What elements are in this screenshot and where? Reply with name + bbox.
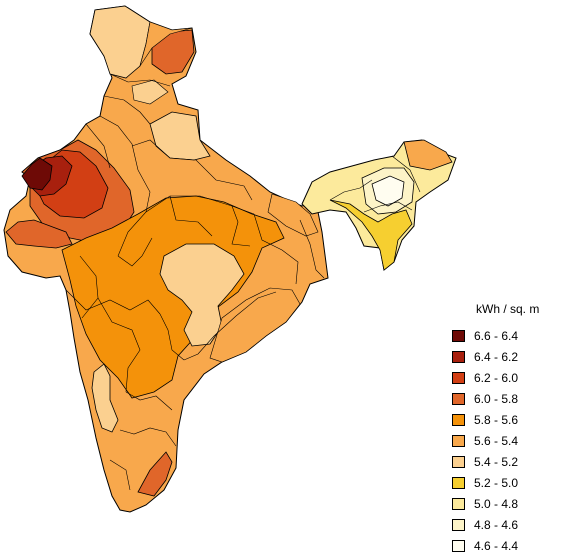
legend-swatch xyxy=(452,434,465,447)
kashmir-light xyxy=(89,5,151,79)
legend-swatch xyxy=(452,518,465,531)
legend-swatch xyxy=(452,476,465,489)
legend-item: 5.0 - 4.8 xyxy=(452,493,570,514)
legend-label: 5.2 - 5.0 xyxy=(474,475,519,490)
mp-light xyxy=(159,243,245,347)
legend-item: 4.8 - 4.6 xyxy=(452,514,570,535)
legend-item: 5.4 - 5.2 xyxy=(452,451,570,472)
state-boundaries xyxy=(65,73,421,491)
legend-title: kWh / sq. m xyxy=(476,302,540,316)
rajasthan-maroon xyxy=(21,157,53,191)
legend-label: 6.0 - 5.8 xyxy=(474,391,519,406)
ladakh-band xyxy=(139,21,193,67)
legend-label: 6.4 - 6.2 xyxy=(474,349,519,364)
legend-label: 6.6 - 6.4 xyxy=(474,328,519,343)
ne-orange xyxy=(403,139,453,171)
bengal-band xyxy=(267,193,319,237)
legend-swatch xyxy=(452,350,465,363)
legend-item: 4.6 - 4.4 xyxy=(452,535,570,556)
himalaya-strip xyxy=(131,79,169,105)
legend-item: 6.6 - 6.4 xyxy=(452,325,570,346)
legend-label: 4.6 - 4.4 xyxy=(474,538,519,553)
legend-label: 4.8 - 4.6 xyxy=(474,517,519,532)
legend: kWh / sq. m 6.6 - 6.4 6.4 - 6.2 6.2 - 6.0 6… xyxy=(452,302,570,556)
legend-label: 6.2 - 6.0 xyxy=(474,370,519,385)
legend-item: 5.2 - 5.0 xyxy=(452,472,570,493)
legend-swatch xyxy=(452,455,465,468)
legend-item: 6.2 - 6.0 xyxy=(452,367,570,388)
legend-item: 6.0 - 5.8 xyxy=(452,388,570,409)
legend-label: 5.4 - 5.2 xyxy=(474,454,519,469)
legend-rows: 6.6 - 6.4 6.4 - 6.2 6.2 - 6.0 6.0 - 5.8 5.8… xyxy=(452,325,570,556)
legend-swatch xyxy=(452,497,465,510)
legend-item: 6.4 - 6.2 xyxy=(452,346,570,367)
legend-item: 5.6 - 5.4 xyxy=(452,430,570,451)
legend-swatch xyxy=(452,539,465,552)
ne-lightest xyxy=(371,175,405,207)
ne-yellow xyxy=(329,199,413,271)
legend-swatch xyxy=(452,329,465,342)
tamil-red xyxy=(137,451,173,497)
legend-swatch xyxy=(452,371,465,384)
legend-swatch xyxy=(452,413,465,426)
east-orange xyxy=(209,287,301,363)
legend-label: 5.6 - 5.4 xyxy=(474,433,519,448)
central-orange xyxy=(61,195,285,399)
south-light xyxy=(91,363,119,433)
legend-swatch xyxy=(452,392,465,405)
legend-item: 5.8 - 5.6 xyxy=(452,409,570,430)
gujarat-red xyxy=(5,219,73,249)
legend-label: 5.0 - 4.8 xyxy=(474,496,519,511)
legend-label: 5.8 - 5.6 xyxy=(474,412,519,427)
